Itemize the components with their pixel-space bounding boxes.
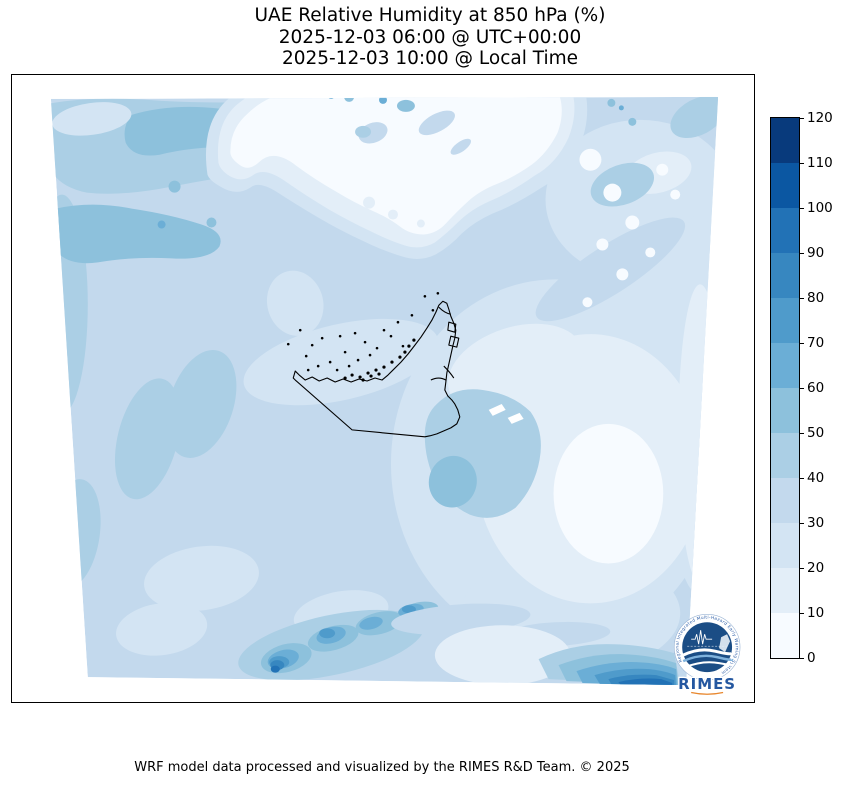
colorbar-tick-mark: [800, 162, 804, 164]
colorbar-tick-mark: [800, 297, 804, 299]
contour-map-svg: Regional Integrated Multi-Hazard Early W…: [50, 96, 741, 695]
colorbar-tick-label: 120: [807, 110, 833, 126]
wave-icon: [682, 654, 734, 663]
rimes-logo-globe: [682, 622, 733, 673]
wave-icon: [682, 648, 734, 657]
rimes-logo: Regional Integrated Multi-Hazard Early W…: [673, 613, 741, 695]
colorbar-tick-mark: [800, 252, 804, 254]
colorbar-tick-mark: [800, 387, 804, 389]
colorbar-tick-label: 70: [807, 335, 825, 351]
colorbar-seg-50-60: [771, 388, 799, 433]
colorbar-seg-80-90: [771, 253, 799, 298]
colorbar-seg-10-20: [771, 568, 799, 613]
colorbar-tick-mark: [800, 342, 804, 344]
colorbar-tick-mark: [800, 117, 804, 119]
title-block: UAE Relative Humidity at 850 hPa (%) 202…: [22, 5, 838, 70]
plot-subtitle-utc: 2025-12-03 06:00 @ UTC+00:00: [278, 26, 582, 48]
footer-credit: WRF model data processed and visualized …: [134, 760, 630, 775]
lighthouse-icon: [719, 634, 731, 653]
colorbar-tick-mark: [800, 522, 804, 524]
colorbar-tick-label: 50: [807, 425, 825, 441]
colorbar-tick-mark: [800, 612, 804, 614]
orange-swoosh-icon: [691, 691, 724, 695]
colorbar-seg-20-30: [771, 523, 799, 568]
colorbar-seg-0-10: [771, 613, 799, 658]
colorbar-tick-label: 100: [807, 200, 833, 216]
colorbar-gradient: [770, 117, 800, 659]
colorbar-tick-label: 10: [807, 605, 825, 621]
colorbar-tick-label: 90: [807, 245, 825, 261]
seismograph-icon: [691, 630, 713, 645]
colorbar-tick-mark: [800, 657, 804, 659]
rimes-wordmark: RIMES: [678, 675, 736, 693]
colorbar-seg-110-120: [771, 118, 799, 163]
map-axes: Regional Integrated Multi-Hazard Early W…: [11, 74, 755, 703]
colorbar-seg-100-110: [771, 163, 799, 208]
colorbar-tick-label: 60: [807, 380, 825, 396]
colorbar-tick-label: 20: [807, 560, 825, 576]
colorbar-tick-label: 80: [807, 290, 825, 306]
uae-outline: [292, 300, 461, 438]
island-dots: [286, 292, 440, 382]
colorbar-seg-40-50: [771, 433, 799, 478]
colorbar-tick-mark: [800, 477, 804, 479]
colorbar-seg-30-40: [771, 478, 799, 523]
colorbar-tick-label: 110: [807, 155, 833, 171]
contour-field: [50, 96, 719, 686]
colorbar-tick-mark: [800, 432, 804, 434]
colorbar-seg-70-80: [771, 298, 799, 343]
colorbar-tick-label: 40: [807, 470, 825, 486]
colorbar-tick-label: 0: [807, 650, 816, 666]
wave-icon: [684, 661, 733, 669]
plot-title: UAE Relative Humidity at 850 hPa (%): [254, 5, 606, 26]
plot-subtitle-local: 2025-12-03 10:00 @ Local Time: [281, 48, 579, 69]
island-polygons: [488, 403, 524, 424]
colorbar-seg-90-100: [771, 208, 799, 253]
colorbar-seg-60-70: [771, 343, 799, 388]
colorbar-tick-mark: [800, 207, 804, 209]
colorbar-tick-label: 30: [807, 515, 825, 531]
colorbar-tick-mark: [800, 567, 804, 569]
